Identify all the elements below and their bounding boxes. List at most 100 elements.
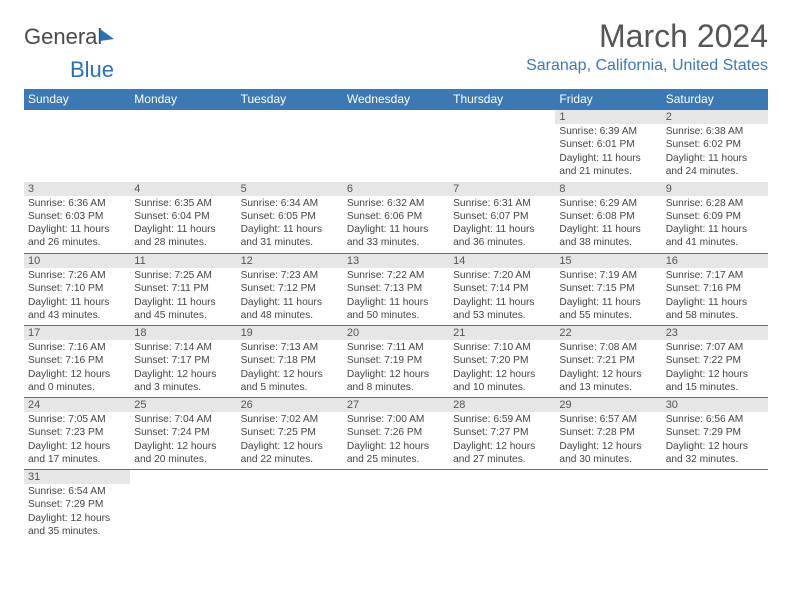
day-detail-line: and 10 minutes. — [453, 381, 551, 394]
day-detail-line: Sunset: 7:14 PM — [453, 282, 551, 295]
calendar-day-cell — [343, 470, 449, 542]
day-detail-line: Sunset: 7:21 PM — [559, 354, 657, 367]
day-details: Sunrise: 7:04 AMSunset: 7:24 PMDaylight:… — [130, 412, 236, 468]
day-detail-line: and 48 minutes. — [241, 309, 339, 322]
day-details: Sunrise: 6:34 AMSunset: 6:05 PMDaylight:… — [237, 196, 343, 252]
calendar-week-row: 17Sunrise: 7:16 AMSunset: 7:16 PM Dayligh… — [24, 326, 768, 398]
day-detail-line: and 50 minutes. — [347, 309, 445, 322]
day-number: 22 — [555, 326, 661, 340]
day-number: 2 — [662, 110, 768, 124]
calendar-day-cell: 3Sunrise: 6:36 AMSunset: 6:03 PMDaylight… — [24, 182, 130, 254]
day-detail-line: Sunrise: 6:38 AM — [666, 125, 764, 138]
day-detail-line: Sunset: 6:01 PM — [559, 138, 657, 151]
day-detail-line: Sunrise: 6:35 AM — [134, 197, 232, 210]
calendar-day-cell: 13Sunrise: 7:22 AMSunset: 7:13 PMDayligh… — [343, 254, 449, 326]
calendar-day-cell: 16Sunrise: 7:17 AMSunset: 7:16 PMDayligh… — [662, 254, 768, 326]
day-detail-line: Sunrise: 7:20 AM — [453, 269, 551, 282]
day-detail-line: Sunset: 6:07 PM — [453, 210, 551, 223]
day-details: Sunrise: 7:20 AMSunset: 7:14 PMDaylight:… — [449, 268, 555, 324]
day-detail-line: Daylight: 11 hours — [347, 223, 445, 236]
calendar-day-cell — [24, 110, 130, 182]
day-detail-line: and 41 minutes. — [666, 236, 764, 249]
day-detail-line: Sunrise: 7:16 AM — [28, 341, 126, 354]
day-detail-line: Daylight: 11 hours — [134, 223, 232, 236]
day-detail-line: and 36 minutes. — [453, 236, 551, 249]
day-detail-line: Sunset: 6:08 PM — [559, 210, 657, 223]
day-number: 5 — [237, 182, 343, 196]
day-detail-line: Sunrise: 6:54 AM — [28, 485, 126, 498]
day-number: 25 — [130, 398, 236, 412]
day-number: 7 — [449, 182, 555, 196]
day-number: 11 — [130, 254, 236, 268]
day-detail-line: and 38 minutes. — [559, 236, 657, 249]
day-detail-line: Sunset: 6:06 PM — [347, 210, 445, 223]
day-detail-line: Daylight: 12 hours — [28, 440, 126, 453]
calendar-day-cell: 8Sunrise: 6:29 AMSunset: 6:08 PMDaylight… — [555, 182, 661, 254]
day-details: Sunrise: 6:57 AMSunset: 7:28 PMDaylight:… — [555, 412, 661, 468]
day-detail-line: Daylight: 11 hours — [453, 296, 551, 309]
day-detail-line: and 15 minutes. — [666, 381, 764, 394]
day-detail-line: Daylight: 11 hours — [559, 152, 657, 165]
calendar-day-cell: 11Sunrise: 7:25 AMSunset: 7:11 PMDayligh… — [130, 254, 236, 326]
calendar-day-cell: 24Sunrise: 7:05 AMSunset: 7:23 PMDayligh… — [24, 398, 130, 470]
day-detail-line: Sunrise: 6:36 AM — [28, 197, 126, 210]
day-detail-line: and 5 minutes. — [241, 381, 339, 394]
day-detail-line: Daylight: 12 hours — [347, 368, 445, 381]
day-number: 1 — [555, 110, 661, 124]
day-detail-line: Daylight: 12 hours — [241, 440, 339, 453]
day-detail-line: and 28 minutes. — [134, 236, 232, 249]
weekday-header: Thursday — [449, 89, 555, 110]
day-number: 9 — [662, 182, 768, 196]
day-number: 6 — [343, 182, 449, 196]
day-detail-line: and 58 minutes. — [666, 309, 764, 322]
weekday-header: Friday — [555, 89, 661, 110]
day-detail-line: Sunset: 6:05 PM — [241, 210, 339, 223]
day-details: Sunrise: 7:05 AMSunset: 7:23 PMDaylight:… — [24, 412, 130, 468]
day-detail-line: Daylight: 12 hours — [241, 368, 339, 381]
day-number: 17 — [24, 326, 130, 340]
day-detail-line: Sunset: 7:20 PM — [453, 354, 551, 367]
day-number: 29 — [555, 398, 661, 412]
day-number: 26 — [237, 398, 343, 412]
day-detail-line: Sunrise: 7:17 AM — [666, 269, 764, 282]
calendar-day-cell: 7Sunrise: 6:31 AMSunset: 6:07 PMDaylight… — [449, 182, 555, 254]
day-detail-line: Sunrise: 7:19 AM — [559, 269, 657, 282]
calendar-day-cell: 19Sunrise: 7:13 AMSunset: 7:18 PMDayligh… — [237, 326, 343, 398]
calendar-day-cell: 26Sunrise: 7:02 AMSunset: 7:25 PMDayligh… — [237, 398, 343, 470]
weekday-header-row: Sunday Monday Tuesday Wednesday Thursday… — [24, 89, 768, 110]
calendar-day-cell: 29Sunrise: 6:57 AMSunset: 7:28 PMDayligh… — [555, 398, 661, 470]
day-details: Sunrise: 6:32 AMSunset: 6:06 PMDaylight:… — [343, 196, 449, 252]
day-detail-line: Sunset: 7:16 PM — [28, 354, 126, 367]
day-detail-line: Sunrise: 7:00 AM — [347, 413, 445, 426]
calendar-week-row: 3Sunrise: 6:36 AMSunset: 6:03 PMDaylight… — [24, 182, 768, 254]
calendar-day-cell: 4Sunrise: 6:35 AMSunset: 6:04 PMDaylight… — [130, 182, 236, 254]
day-detail-line: Sunset: 7:29 PM — [666, 426, 764, 439]
day-details: Sunrise: 6:56 AMSunset: 7:29 PMDaylight:… — [662, 412, 768, 468]
day-detail-line: Sunrise: 6:31 AM — [453, 197, 551, 210]
calendar-day-cell: 12Sunrise: 7:23 AMSunset: 7:12 PMDayligh… — [237, 254, 343, 326]
calendar-day-cell — [130, 110, 236, 182]
calendar-day-cell: 9Sunrise: 6:28 AMSunset: 6:09 PMDaylight… — [662, 182, 768, 254]
calendar-day-cell — [555, 470, 661, 542]
brand-triangle-icon — [100, 29, 114, 41]
calendar-day-cell: 15Sunrise: 7:19 AMSunset: 7:15 PMDayligh… — [555, 254, 661, 326]
calendar-day-cell: 30Sunrise: 6:56 AMSunset: 7:29 PMDayligh… — [662, 398, 768, 470]
day-detail-line: Daylight: 11 hours — [28, 296, 126, 309]
day-details: Sunrise: 7:10 AMSunset: 7:20 PMDaylight:… — [449, 340, 555, 396]
day-detail-line: Sunrise: 7:22 AM — [347, 269, 445, 282]
day-detail-line: Sunset: 7:23 PM — [28, 426, 126, 439]
day-detail-line: Sunrise: 7:25 AM — [134, 269, 232, 282]
day-detail-line: and 33 minutes. — [347, 236, 445, 249]
weekday-header: Monday — [130, 89, 236, 110]
calendar-day-cell: 10Sunrise: 7:26 AMSunset: 7:10 PMDayligh… — [24, 254, 130, 326]
day-detail-line: Daylight: 12 hours — [28, 512, 126, 525]
calendar-day-cell — [343, 110, 449, 182]
calendar-day-cell — [237, 470, 343, 542]
day-detail-line: Sunrise: 7:08 AM — [559, 341, 657, 354]
brand-logo: General — [24, 24, 114, 50]
day-detail-line: Sunset: 7:18 PM — [241, 354, 339, 367]
day-number: 16 — [662, 254, 768, 268]
calendar-table: Sunday Monday Tuesday Wednesday Thursday… — [24, 89, 768, 542]
day-detail-line: and 17 minutes. — [28, 453, 126, 466]
day-detail-line: and 53 minutes. — [453, 309, 551, 322]
